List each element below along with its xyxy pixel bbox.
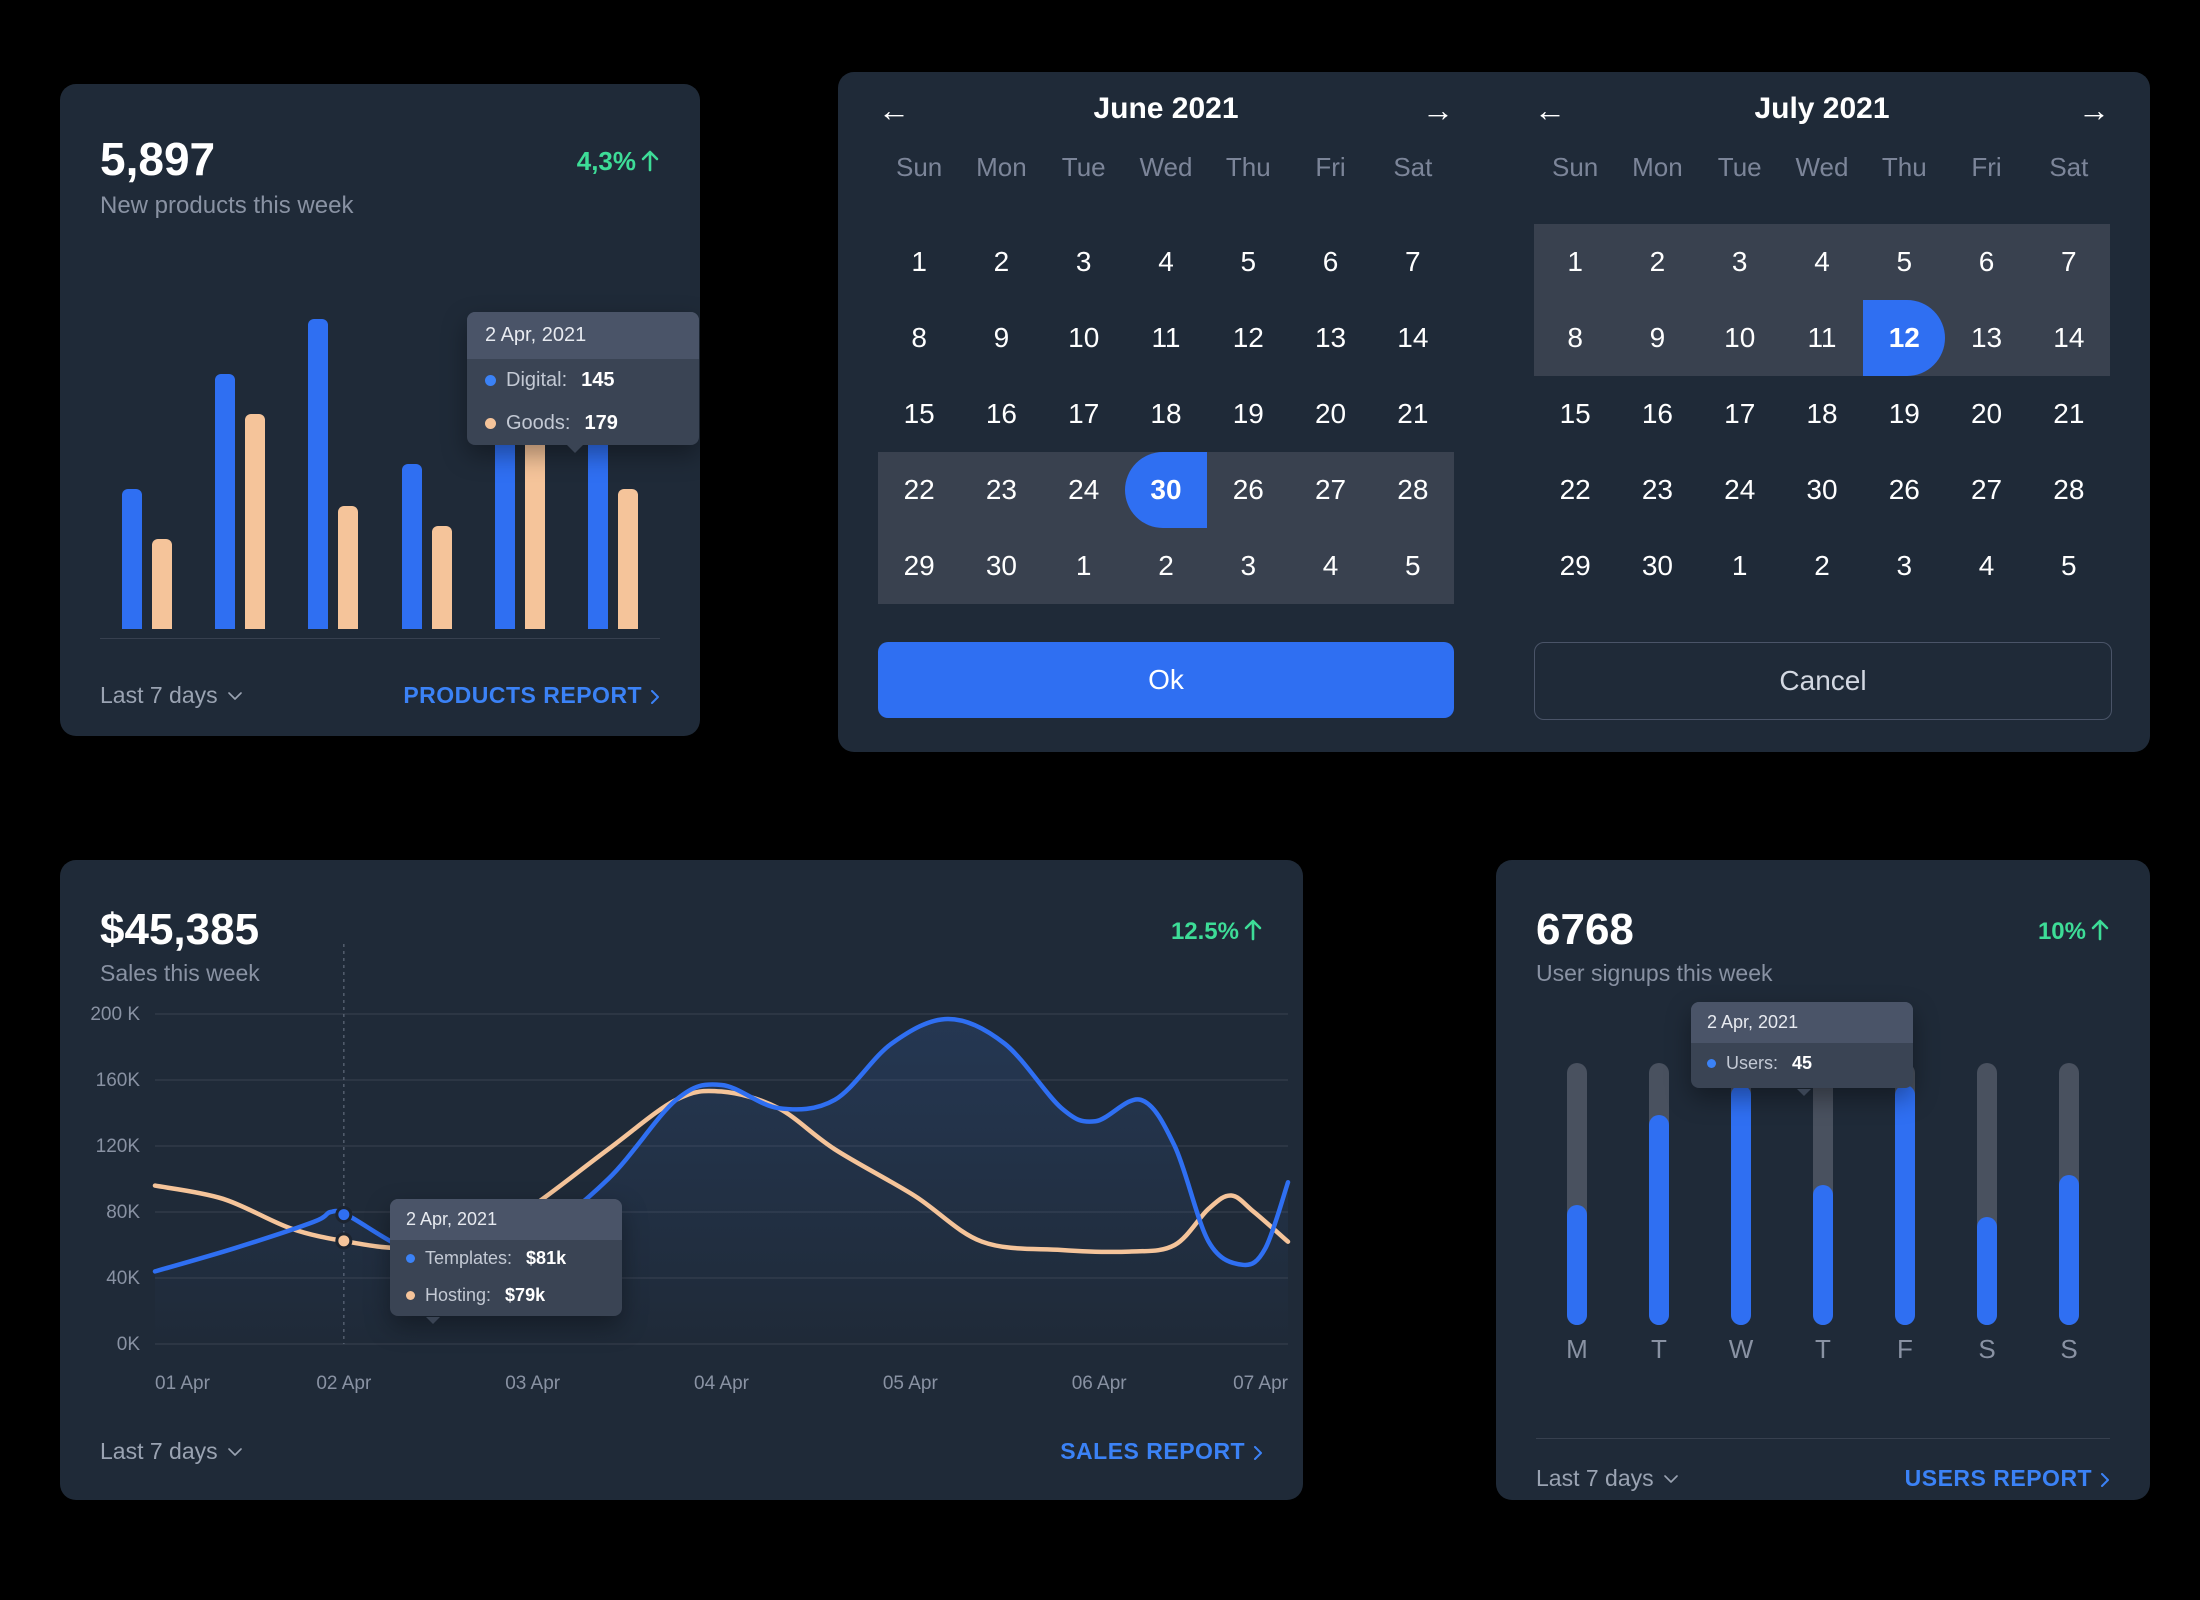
svg-text:04 Apr: 04 Apr: [694, 1373, 750, 1394]
svg-text:40K: 40K: [106, 1268, 140, 1289]
svg-text:03 Apr: 03 Apr: [505, 1373, 561, 1394]
svg-text:160K: 160K: [96, 1070, 141, 1091]
svg-text:07 Apr: 07 Apr: [1233, 1373, 1289, 1394]
svg-text:02 Apr: 02 Apr: [316, 1373, 372, 1394]
svg-text:120K: 120K: [96, 1136, 141, 1157]
svg-text:01 Apr: 01 Apr: [155, 1373, 211, 1394]
svg-text:80K: 80K: [106, 1202, 140, 1223]
svg-text:200 K: 200 K: [90, 1004, 140, 1025]
svg-text:0K: 0K: [117, 1334, 141, 1355]
svg-text:05 Apr: 05 Apr: [883, 1373, 939, 1394]
svg-text:06 Apr: 06 Apr: [1072, 1373, 1128, 1394]
